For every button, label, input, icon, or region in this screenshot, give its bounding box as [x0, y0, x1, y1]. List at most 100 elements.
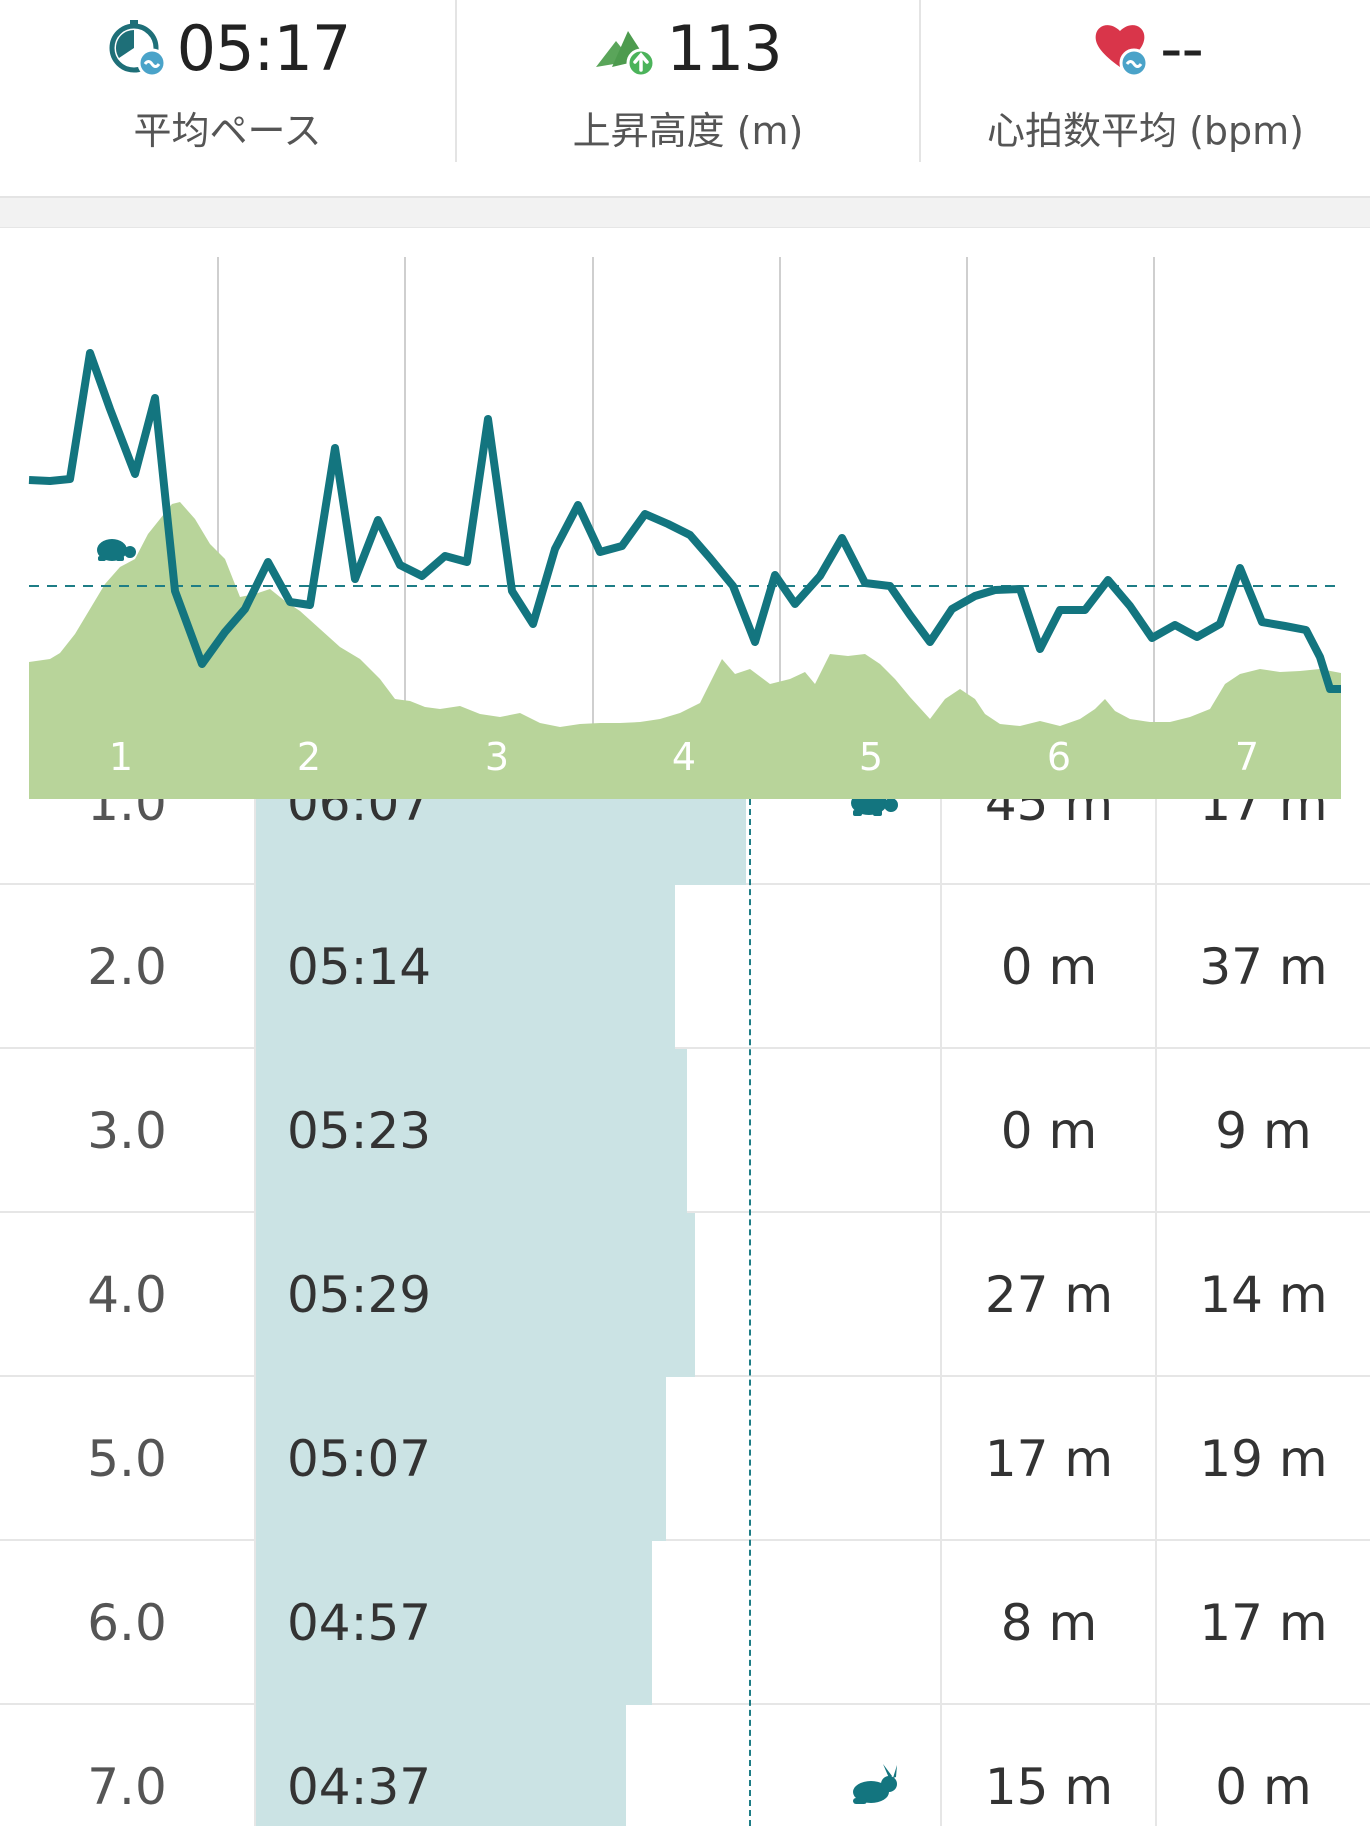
- divider: [1155, 1049, 1157, 1213]
- heart-rate-icon: [1088, 15, 1154, 81]
- split-marker: [830, 1705, 920, 1826]
- split-climb: 8 m: [1000, 1594, 1098, 1652]
- divider: [1155, 885, 1157, 1049]
- split-pace: 05:23: [287, 1102, 432, 1160]
- stat-label: 心拍数平均 (bpm): [987, 109, 1304, 153]
- split-km: 1.0: [87, 799, 167, 832]
- split-marker: [830, 1377, 920, 1541]
- table-row[interactable]: 7.0 04:37 15 m 0 m: [0, 1705, 1370, 1826]
- stat-elevation-gain: 113 上昇高度 (m): [457, 0, 919, 162]
- split-descent: 14 m: [1199, 1266, 1328, 1324]
- average-pace-marker: [749, 799, 751, 1826]
- table-row[interactable]: 6.0 04:57 8 m 17 m: [0, 1541, 1370, 1705]
- split-descent: 17 m: [1199, 1594, 1328, 1652]
- divider: [1155, 1705, 1157, 1826]
- turtle-icon: [851, 799, 898, 816]
- section-divider-band: [0, 198, 1370, 228]
- divider: [1155, 799, 1157, 885]
- split-km: 3.0: [87, 1102, 167, 1160]
- turtle-icon: [97, 539, 136, 561]
- divider: [254, 799, 256, 885]
- divider: [940, 1213, 942, 1377]
- split-km: 2.0: [87, 938, 167, 996]
- pace-elevation-chart[interactable]: 1 2 3 4 5 6 7: [0, 229, 1370, 799]
- split-descent: 37 m: [1199, 938, 1328, 996]
- x-tick-label: 5: [859, 735, 883, 779]
- split-climb: 0 m: [1000, 1102, 1098, 1160]
- divider: [254, 1049, 256, 1213]
- split-km: 5.0: [87, 1430, 167, 1488]
- pace-bar: [254, 1705, 626, 1826]
- stat-value: --: [1160, 11, 1204, 85]
- split-descent: 9 m: [1215, 1102, 1312, 1160]
- split-pace: 04:37: [287, 1758, 432, 1816]
- divider: [940, 1049, 942, 1213]
- stat-average-pace: 05:17 平均ペース: [0, 0, 455, 162]
- x-tick-label: 2: [297, 735, 321, 779]
- split-marker: [830, 1541, 920, 1705]
- split-pace: 04:57: [287, 1594, 432, 1652]
- stat-label: 平均ペース: [133, 109, 322, 153]
- table-row[interactable]: 5.0 05:07 17 m 19 m: [0, 1377, 1370, 1541]
- split-climb: 15 m: [984, 1758, 1114, 1816]
- divider: [254, 885, 256, 1049]
- split-descent: 17 m: [1199, 799, 1328, 832]
- divider: [254, 1213, 256, 1377]
- x-tick-label: 7: [1235, 735, 1259, 779]
- split-descent: 19 m: [1199, 1430, 1328, 1488]
- x-tick-label: 1: [109, 735, 133, 779]
- table-row[interactable]: 1.0 06:07 45 m 17 m: [0, 799, 1370, 885]
- split-km: 7.0: [87, 1758, 167, 1816]
- stat-value: 05:17: [176, 11, 352, 85]
- chart-canvas: 1 2 3 4 5 6 7: [28, 257, 1341, 799]
- split-climb: 45 m: [984, 799, 1114, 832]
- divider: [254, 1705, 256, 1826]
- split-marker: [830, 1213, 920, 1377]
- divider: [940, 1377, 942, 1541]
- stat-label: 上昇高度 (m): [572, 109, 804, 153]
- split-pace: 06:07: [287, 799, 432, 832]
- divider: [254, 1377, 256, 1541]
- split-marker: [830, 885, 920, 1049]
- stat-value: 113: [666, 11, 782, 85]
- split-km: 4.0: [87, 1266, 167, 1324]
- divider: [919, 0, 921, 162]
- pace-bar: [254, 1213, 695, 1377]
- split-climb: 0 m: [1000, 938, 1098, 996]
- divider: [1155, 1213, 1157, 1377]
- elevation-area: [29, 502, 1341, 799]
- split-pace: 05:14: [287, 938, 432, 996]
- split-marker: [830, 1049, 920, 1213]
- x-axis-ticks: 1 2 3 4 5 6 7: [109, 735, 1259, 779]
- x-tick-label: 4: [672, 735, 696, 779]
- pace-clock-icon: [105, 15, 171, 81]
- pace-bar: [254, 799, 746, 885]
- split-table: 1.0 06:07 45 m 17 m 2.0 05:14 0 m 37 m 3…: [0, 799, 1370, 1826]
- elevation-gain-icon: [594, 15, 660, 81]
- split-pace: 05:07: [287, 1430, 432, 1488]
- pace-bar: [254, 1541, 652, 1705]
- split-climb: 27 m: [984, 1266, 1114, 1324]
- x-tick-label: 3: [485, 735, 509, 779]
- table-row[interactable]: 3.0 05:23 0 m 9 m: [0, 1049, 1370, 1213]
- split-marker: [830, 799, 920, 885]
- split-climb: 17 m: [984, 1430, 1114, 1488]
- pace-line: [28, 349, 1341, 693]
- pace-bar: [254, 1049, 687, 1213]
- divider: [940, 885, 942, 1049]
- stat-heart-rate: -- 心拍数平均 (bpm): [921, 0, 1370, 162]
- table-row[interactable]: 2.0 05:14 0 m 37 m: [0, 885, 1370, 1049]
- table-row[interactable]: 4.0 05:29 27 m 14 m: [0, 1213, 1370, 1377]
- pace-bar: [254, 885, 675, 1049]
- split-pace: 05:29: [287, 1266, 432, 1324]
- split-km: 6.0: [87, 1594, 167, 1652]
- divider: [455, 0, 457, 162]
- divider: [940, 1705, 942, 1826]
- divider: [1155, 1377, 1157, 1541]
- x-tick-label: 6: [1047, 735, 1071, 779]
- hare-icon: [853, 1764, 897, 1804]
- summary-stats: 05:17 平均ペース 113 上昇高度 (m): [0, 0, 1370, 198]
- pace-bar: [254, 1377, 666, 1541]
- split-descent: 0 m: [1215, 1758, 1312, 1816]
- divider: [1155, 1541, 1157, 1705]
